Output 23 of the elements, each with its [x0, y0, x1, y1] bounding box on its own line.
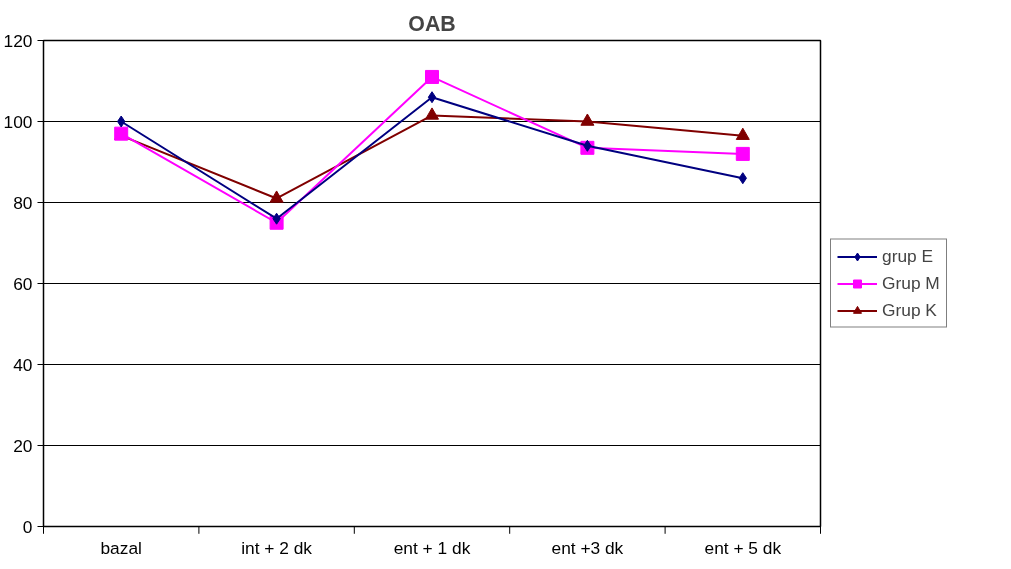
point: [427, 91, 437, 104]
point: [580, 113, 595, 126]
y-tick-label: 40: [13, 354, 33, 375]
legend-label: Grup M: [882, 272, 940, 294]
y-tick-label: 0: [22, 516, 33, 537]
x-tick-label: ent + 5 dk: [704, 537, 782, 558]
point: [425, 107, 439, 120]
y-tick-label: 120: [3, 30, 33, 51]
legend-label: Grup K: [882, 299, 937, 321]
point: [735, 146, 750, 161]
y-tick-label: 100: [3, 111, 33, 132]
y-tick-label: 60: [13, 273, 33, 294]
point: [735, 127, 750, 140]
point: [269, 190, 284, 203]
point: [425, 69, 439, 84]
chart-title: OAB: [408, 11, 456, 36]
y-tick-label: 80: [13, 192, 33, 213]
y-tick-label: 20: [13, 435, 33, 456]
x-tick-label: ent +3 dk: [551, 537, 624, 558]
legend-label: grup E: [882, 245, 934, 267]
x-tick-label: bazal: [100, 537, 142, 558]
x-tick-label: int + 2 dk: [241, 537, 313, 558]
x-tick-label: ent + 1 dk: [393, 537, 471, 558]
